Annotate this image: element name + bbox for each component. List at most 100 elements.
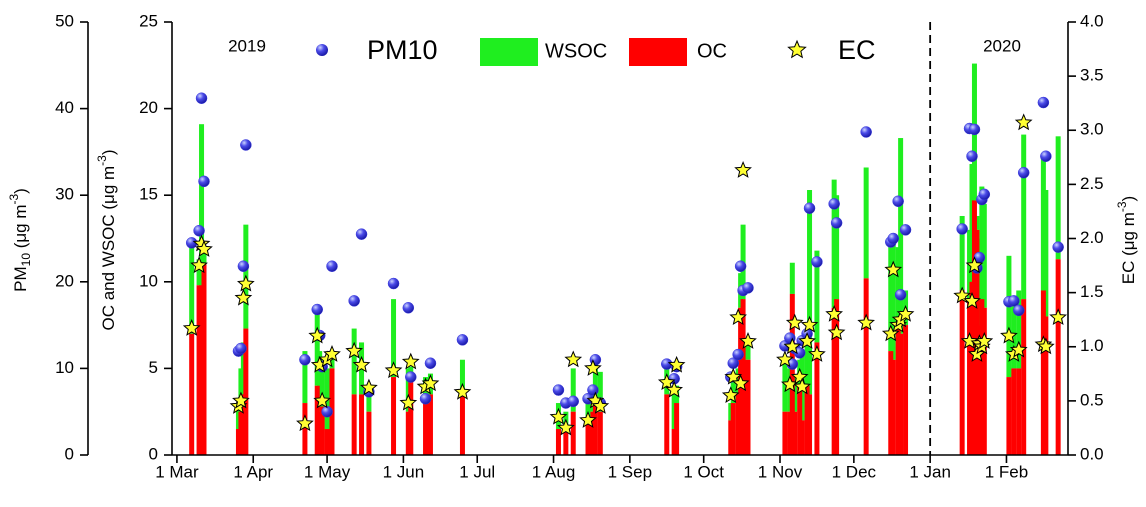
x-tick-label: 1 Aug: [532, 462, 576, 481]
pm-point: [567, 395, 579, 408]
ec-point: [399, 393, 418, 411]
pm-point: [966, 150, 978, 162]
ec-point: [731, 374, 750, 392]
ec-point: [232, 391, 250, 409]
x-tick-label: 1 Oct: [683, 462, 724, 481]
ec-point: [591, 396, 610, 414]
bar: [359, 394, 365, 455]
bar: [740, 299, 746, 455]
label-part: -3: [7, 193, 21, 204]
ec-point: [963, 291, 981, 309]
y-tick-label: 25: [139, 11, 158, 30]
ec-point: [384, 361, 403, 379]
y2-tick-label: 1.5: [1080, 282, 1104, 301]
ec-point: [808, 345, 826, 362]
x-tick-label: 1 Jan: [909, 462, 951, 481]
ec-point: [881, 324, 900, 342]
bar: [959, 215, 965, 291]
y2-tick-label: 0.0: [1080, 444, 1104, 463]
legend-label: OC: [697, 40, 727, 62]
ec-point: [313, 391, 331, 409]
label-part: OC and WSOC (μg m: [99, 166, 118, 331]
y3-tick-label: 30: [55, 185, 74, 204]
bar: [427, 394, 433, 455]
bar: [814, 342, 820, 455]
ec-point: [453, 382, 472, 400]
pm-point: [894, 289, 907, 301]
axes-layer: 0 10 20 30 40 50 0 5 10 15 20 25 0.0 0.5 1.0 1.5 2.0 2.5 3…: [55, 11, 1104, 481]
bar: [592, 403, 598, 455]
ec-point: [825, 304, 843, 322]
pm-point: [402, 302, 415, 314]
ec-point: [234, 288, 253, 306]
ec-point: [827, 323, 846, 341]
ec-point: [195, 240, 213, 257]
pm-point: [899, 224, 912, 236]
pm-point: [1040, 150, 1052, 162]
label-part: EC (μg m: [1119, 212, 1138, 284]
bar: [324, 429, 330, 455]
bar: [319, 363, 325, 407]
pm-point: [235, 342, 247, 355]
y-tick-label: 5: [149, 358, 158, 377]
pm-point: [237, 260, 250, 272]
legend-swatch: [787, 39, 807, 59]
bar: [903, 325, 909, 455]
pm-point: [1008, 295, 1020, 307]
bar: [597, 411, 603, 455]
bar: [201, 264, 207, 455]
pm-point: [811, 256, 823, 268]
bar: [863, 278, 869, 455]
bar: [201, 247, 207, 265]
ec-point: [237, 274, 255, 292]
y2-axis-title: EC (μg m-3): [1115, 196, 1138, 284]
ec-point: [584, 359, 602, 376]
bar: [314, 307, 320, 386]
pm-point: [355, 228, 368, 240]
pm-point: [587, 384, 599, 396]
y2-tick-label: 1.0: [1080, 336, 1104, 355]
y3-tick-label: 40: [55, 98, 74, 117]
ec-point: [557, 418, 575, 436]
ec-point: [965, 256, 984, 274]
ec-point: [190, 256, 208, 274]
bar: [1043, 316, 1049, 455]
annotation: 2019: [228, 36, 266, 55]
pm-point: [1017, 166, 1030, 179]
y3-tick-label: 20: [55, 271, 74, 290]
bar: [189, 333, 195, 455]
bar: [555, 429, 561, 455]
bar: [789, 262, 795, 294]
bar: [792, 411, 798, 455]
ec-point: [1049, 308, 1067, 326]
pm-point: [734, 260, 747, 272]
ec-point: [729, 308, 747, 326]
label-part: ): [11, 188, 30, 194]
ec-point: [296, 414, 314, 432]
bar: [799, 420, 805, 455]
x-tick-label: 1 Nov: [758, 462, 803, 481]
ec-point: [896, 304, 915, 322]
y2-tick-label: 2.5: [1080, 174, 1104, 193]
pm-point: [1013, 304, 1025, 317]
ec-point: [785, 313, 804, 331]
bar: [745, 359, 751, 455]
bar: [302, 403, 308, 455]
pm-point: [968, 123, 981, 136]
ec-point: [857, 313, 875, 331]
ec-point: [793, 377, 811, 395]
legend-label: PM10: [367, 35, 438, 65]
ec-point: [798, 332, 816, 349]
ec-point: [800, 315, 819, 333]
pm-point: [405, 371, 417, 383]
label-part: PM: [11, 266, 30, 292]
pm-point: [552, 384, 565, 396]
pm-point: [299, 353, 311, 366]
pm-point: [1037, 96, 1050, 109]
bar: [1006, 377, 1012, 455]
pm-point: [887, 232, 899, 245]
ec-point: [1037, 337, 1055, 355]
pm-point: [742, 282, 754, 294]
bar: [459, 394, 465, 455]
